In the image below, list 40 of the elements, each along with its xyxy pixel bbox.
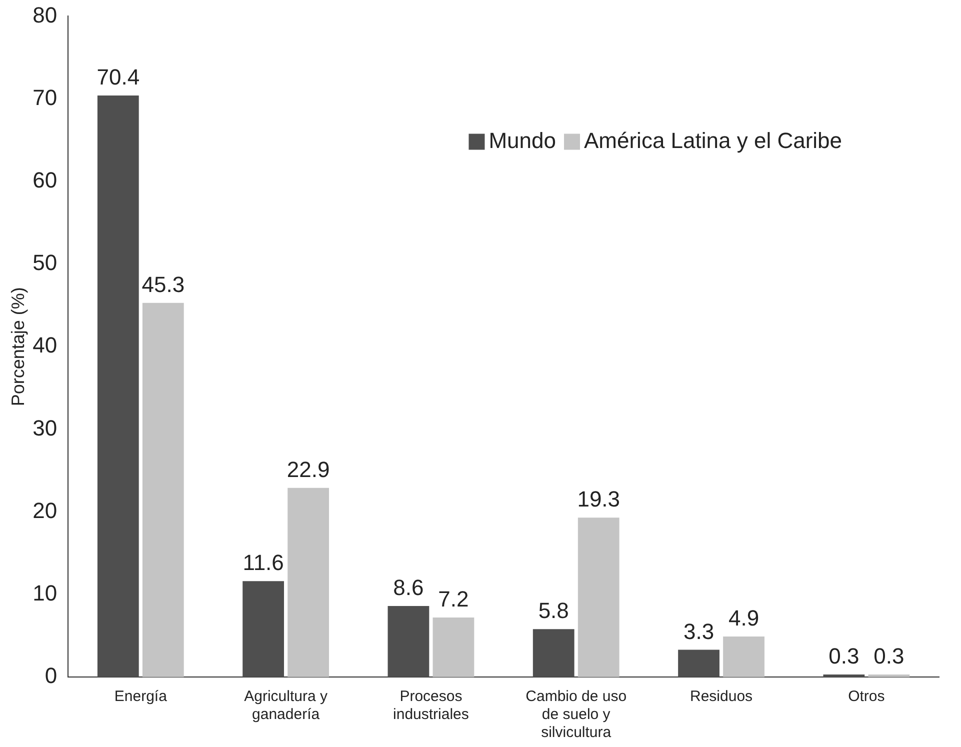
- data-label: 3.3: [683, 618, 714, 644]
- data-label: 0.3: [828, 644, 860, 669]
- y-tick-label: 80: [32, 2, 58, 28]
- x-tick-label: Agricultura y ganadería: [244, 688, 328, 724]
- bar: [723, 636, 764, 677]
- data-label: 0.3: [874, 644, 904, 669]
- bar: [288, 488, 329, 677]
- y-tick-label: 70: [32, 84, 58, 110]
- legend-label: América Latina y el Caribe: [584, 128, 842, 153]
- y-tick-label: 0: [44, 663, 58, 688]
- y-tick-label: 10: [32, 580, 58, 606]
- data-label: 5.8: [538, 598, 569, 624]
- x-tick-label: Otros: [848, 688, 885, 706]
- bar: [678, 650, 720, 677]
- bar: [97, 95, 139, 677]
- y-tick-label: 40: [32, 332, 58, 358]
- data-label: 22.9: [286, 456, 330, 482]
- bar: [142, 302, 184, 677]
- y-tick-label: 30: [32, 415, 58, 440]
- bar: [578, 518, 620, 677]
- x-tick-label: Energía: [114, 688, 168, 706]
- data-label: 4.9: [728, 606, 760, 631]
- bar: [388, 606, 430, 677]
- data-label: 7.2: [438, 586, 469, 612]
- bar: [432, 618, 474, 677]
- data-label: 70.4: [96, 64, 140, 90]
- bar: [242, 581, 284, 677]
- x-tick-label: Procesos industriales: [393, 688, 469, 724]
- y-tick-label: 60: [32, 167, 58, 192]
- legend-label: Mundo: [488, 128, 556, 153]
- data-label: 45.3: [142, 272, 185, 297]
- x-tick-label: Cambio de uso de suelo y silvicultura: [526, 688, 627, 742]
- data-label: 11.6: [242, 550, 284, 576]
- x-tick-label: Residuos: [690, 688, 753, 706]
- y-tick-label: 50: [32, 250, 58, 276]
- bar: [532, 629, 574, 677]
- data-label: 19.3: [577, 486, 620, 512]
- y-axis-title: Porcentaje (%): [8, 287, 28, 406]
- data-label: 8.6: [393, 575, 424, 600]
- y-tick-label: 20: [32, 498, 58, 523]
